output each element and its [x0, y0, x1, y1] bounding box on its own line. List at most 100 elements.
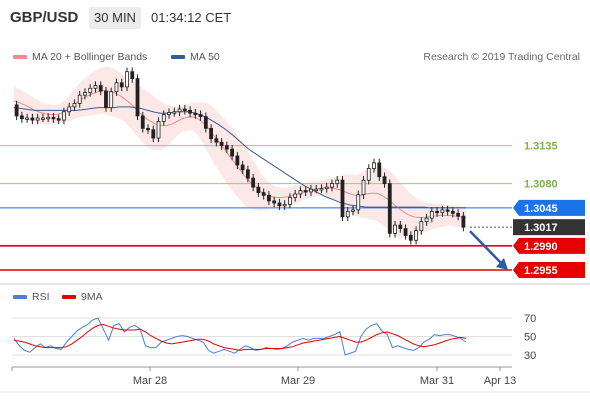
bollinger-band — [14, 66, 466, 239]
candle-body — [309, 188, 313, 193]
price-level-label: 1.2990 — [524, 241, 558, 253]
price-level-label: 1.3135 — [524, 141, 558, 153]
candle-body — [398, 224, 403, 229]
candle-body — [214, 138, 219, 143]
candle-body — [366, 168, 371, 181]
x-axis-tick-label: Apr 13 — [484, 375, 516, 387]
candle-body — [98, 85, 103, 92]
candle-body — [104, 90, 108, 109]
candle-body — [83, 92, 87, 96]
candle-body — [340, 179, 345, 218]
candle-body — [161, 114, 166, 122]
candle-body — [303, 190, 308, 193]
candle-body — [335, 179, 340, 185]
candle-body — [151, 129, 156, 139]
candle-body — [125, 71, 129, 88]
candle-body — [62, 111, 66, 121]
x-axis-tick-label: Mar 31 — [420, 375, 454, 387]
candle-body — [377, 162, 382, 178]
candle-body — [419, 221, 424, 232]
chart-header: GBP/USD 30 MIN 01:34:12 CET — [0, 0, 590, 36]
candle-body — [356, 194, 361, 211]
candle-body — [361, 179, 366, 196]
legend-swatch — [13, 295, 27, 300]
candle-body — [182, 108, 187, 111]
time-label: 01:34:12 CET — [151, 10, 232, 25]
candle-body — [219, 141, 224, 147]
timeframe-button[interactable]: 30 MIN — [89, 7, 141, 29]
candle-body — [440, 209, 445, 214]
candle-body — [319, 188, 324, 191]
candle-body — [77, 94, 82, 104]
candle-body — [261, 192, 266, 196]
candle-body — [345, 210, 350, 218]
candle-body — [51, 116, 56, 120]
candle-body — [408, 235, 413, 241]
rsi-line — [13, 317, 467, 356]
price-level-label: 1.3045 — [524, 203, 558, 215]
current-price-box — [513, 219, 585, 236]
candle-body — [209, 127, 213, 140]
candle-body — [351, 209, 355, 212]
candle-body — [109, 91, 114, 109]
candle-body — [272, 200, 277, 204]
symbol-label: GBP/USD — [10, 9, 79, 26]
price-level-box — [513, 199, 585, 216]
price-level-label: 1.2955 — [524, 265, 558, 277]
forecast-arrow-shaft — [469, 230, 503, 265]
candle-body — [387, 183, 392, 234]
candle-body — [456, 212, 461, 217]
x-axis-tick-label: Mar 28 — [133, 375, 167, 387]
legend-swatch — [171, 55, 185, 60]
candle-body — [224, 145, 229, 150]
candle-body — [288, 197, 292, 205]
candle-body — [25, 117, 30, 120]
candle-body — [277, 202, 282, 207]
candle-body — [324, 186, 329, 189]
candle-body — [293, 193, 298, 198]
candle-body — [188, 110, 192, 114]
legend-rsi-ma-label: 9MA — [81, 291, 103, 303]
candle-body — [403, 228, 408, 236]
candle-body — [67, 106, 72, 113]
legend-swatch — [62, 295, 76, 300]
candle-body — [235, 155, 240, 166]
candle-body — [30, 117, 35, 121]
candle-body — [19, 115, 24, 120]
candle-body — [193, 112, 198, 116]
candle-body — [372, 162, 376, 169]
candle-body — [140, 115, 145, 129]
candle-body — [35, 117, 40, 121]
legend-rsi-ma: 9MA — [62, 291, 103, 303]
rsi-ma-line — [13, 323, 467, 351]
rsi-tick-label: 50 — [524, 332, 536, 344]
legend-rsi-label: RSI — [32, 291, 50, 303]
candle-body — [56, 118, 61, 121]
candle-body — [88, 87, 93, 93]
candle-body — [93, 85, 98, 89]
legend-ma50: MA 50 — [171, 51, 220, 63]
candle-body — [251, 177, 256, 188]
legend-ma20-bollinger: MA 20 + Bollinger Bands — [13, 51, 147, 63]
candle-body — [146, 127, 150, 131]
candle-body — [450, 210, 455, 214]
price-level-box — [513, 237, 585, 254]
candle-body — [282, 203, 287, 207]
candle-body — [393, 224, 397, 234]
candle-body — [414, 230, 418, 241]
candle-body — [256, 186, 261, 194]
candle-body — [177, 108, 182, 113]
candle-body — [298, 190, 303, 195]
candle-body — [429, 210, 434, 219]
current-price-label: 1.3017 — [524, 222, 558, 234]
candle-body — [435, 210, 439, 214]
price-level-box — [513, 262, 585, 278]
candle-body — [119, 82, 124, 88]
candle-body — [172, 111, 177, 114]
legend-swatch — [13, 55, 27, 60]
price-level-label: 1.3080 — [524, 179, 558, 191]
candle-body — [156, 121, 161, 139]
candle-body — [135, 78, 140, 117]
forecast-arrow-head — [496, 258, 508, 270]
